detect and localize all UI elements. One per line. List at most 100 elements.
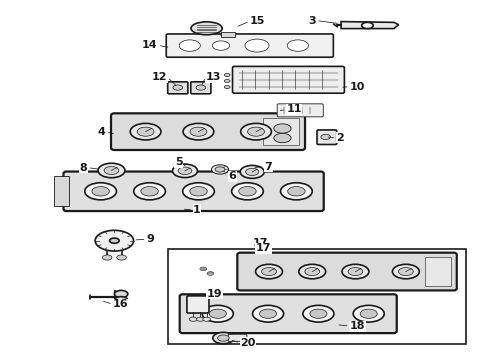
Ellipse shape (342, 264, 369, 279)
Ellipse shape (245, 168, 259, 175)
Ellipse shape (299, 264, 326, 279)
Ellipse shape (252, 305, 284, 322)
Ellipse shape (288, 186, 305, 196)
Ellipse shape (224, 80, 230, 82)
FancyBboxPatch shape (180, 294, 397, 333)
Ellipse shape (360, 309, 377, 318)
Ellipse shape (190, 186, 207, 196)
FancyBboxPatch shape (277, 104, 323, 117)
Ellipse shape (256, 264, 282, 279)
Text: 11: 11 (286, 104, 302, 114)
Text: 8: 8 (80, 163, 88, 173)
Ellipse shape (202, 305, 233, 322)
Text: 1: 1 (193, 205, 201, 215)
Text: 17: 17 (252, 238, 268, 248)
Ellipse shape (247, 127, 265, 136)
Text: 15: 15 (250, 16, 265, 26)
Ellipse shape (305, 267, 319, 275)
Bar (425, 257, 451, 286)
Ellipse shape (245, 39, 269, 52)
Text: 17: 17 (256, 243, 271, 253)
Ellipse shape (353, 305, 384, 322)
Ellipse shape (215, 167, 225, 172)
Ellipse shape (392, 264, 419, 279)
Ellipse shape (211, 165, 229, 174)
Ellipse shape (173, 85, 183, 90)
Text: 14: 14 (142, 40, 158, 50)
Ellipse shape (191, 22, 222, 35)
Ellipse shape (212, 41, 230, 50)
FancyBboxPatch shape (317, 130, 337, 144)
Text: 3: 3 (308, 15, 316, 26)
Ellipse shape (287, 40, 308, 51)
Text: 12: 12 (152, 72, 167, 82)
Ellipse shape (102, 255, 112, 260)
Ellipse shape (203, 317, 210, 321)
Ellipse shape (141, 186, 158, 196)
FancyBboxPatch shape (228, 334, 247, 341)
Text: 9: 9 (147, 234, 154, 244)
Ellipse shape (209, 309, 226, 318)
Text: 4: 4 (98, 127, 106, 137)
FancyBboxPatch shape (191, 82, 211, 94)
FancyBboxPatch shape (187, 296, 209, 313)
Ellipse shape (398, 267, 413, 275)
Polygon shape (341, 22, 399, 28)
Ellipse shape (200, 267, 207, 271)
Text: 5: 5 (175, 157, 183, 167)
Ellipse shape (172, 164, 197, 177)
Ellipse shape (110, 238, 119, 243)
Ellipse shape (240, 165, 264, 178)
FancyBboxPatch shape (168, 82, 188, 94)
Bar (221, 32, 235, 37)
Text: 20: 20 (240, 338, 256, 348)
Ellipse shape (274, 124, 291, 133)
FancyBboxPatch shape (64, 171, 324, 211)
Text: 13: 13 (206, 72, 221, 82)
Text: 7: 7 (264, 162, 272, 172)
Ellipse shape (85, 183, 117, 200)
Ellipse shape (241, 123, 271, 140)
Ellipse shape (178, 167, 192, 175)
Ellipse shape (260, 309, 277, 318)
Ellipse shape (232, 183, 263, 200)
Text: 2: 2 (336, 133, 344, 143)
FancyBboxPatch shape (233, 66, 344, 93)
Ellipse shape (179, 40, 200, 51)
Ellipse shape (98, 163, 125, 178)
Ellipse shape (196, 317, 204, 321)
Ellipse shape (114, 297, 128, 304)
Ellipse shape (224, 85, 230, 89)
Ellipse shape (114, 291, 128, 298)
Ellipse shape (362, 22, 373, 28)
Ellipse shape (207, 272, 214, 275)
Ellipse shape (134, 183, 166, 200)
Ellipse shape (310, 309, 327, 318)
Ellipse shape (196, 85, 206, 90)
Ellipse shape (348, 267, 363, 275)
Ellipse shape (130, 123, 161, 140)
Bar (168, 249, 466, 344)
Text: 19: 19 (207, 289, 222, 298)
Text: 10: 10 (350, 81, 365, 91)
Ellipse shape (117, 255, 126, 260)
FancyBboxPatch shape (237, 253, 457, 291)
Text: 16: 16 (113, 299, 128, 309)
Text: 18: 18 (350, 321, 365, 331)
Ellipse shape (183, 183, 214, 200)
Bar (263, 118, 299, 145)
Ellipse shape (190, 127, 207, 136)
Ellipse shape (239, 186, 256, 196)
Ellipse shape (92, 186, 109, 196)
Ellipse shape (303, 305, 334, 322)
Bar (54, 176, 69, 206)
Text: 6: 6 (228, 171, 236, 181)
Ellipse shape (104, 166, 119, 175)
FancyBboxPatch shape (166, 34, 333, 57)
Ellipse shape (137, 127, 154, 136)
Ellipse shape (95, 230, 134, 251)
Ellipse shape (189, 317, 197, 321)
Ellipse shape (321, 134, 330, 140)
Ellipse shape (224, 73, 230, 77)
Ellipse shape (281, 183, 312, 200)
